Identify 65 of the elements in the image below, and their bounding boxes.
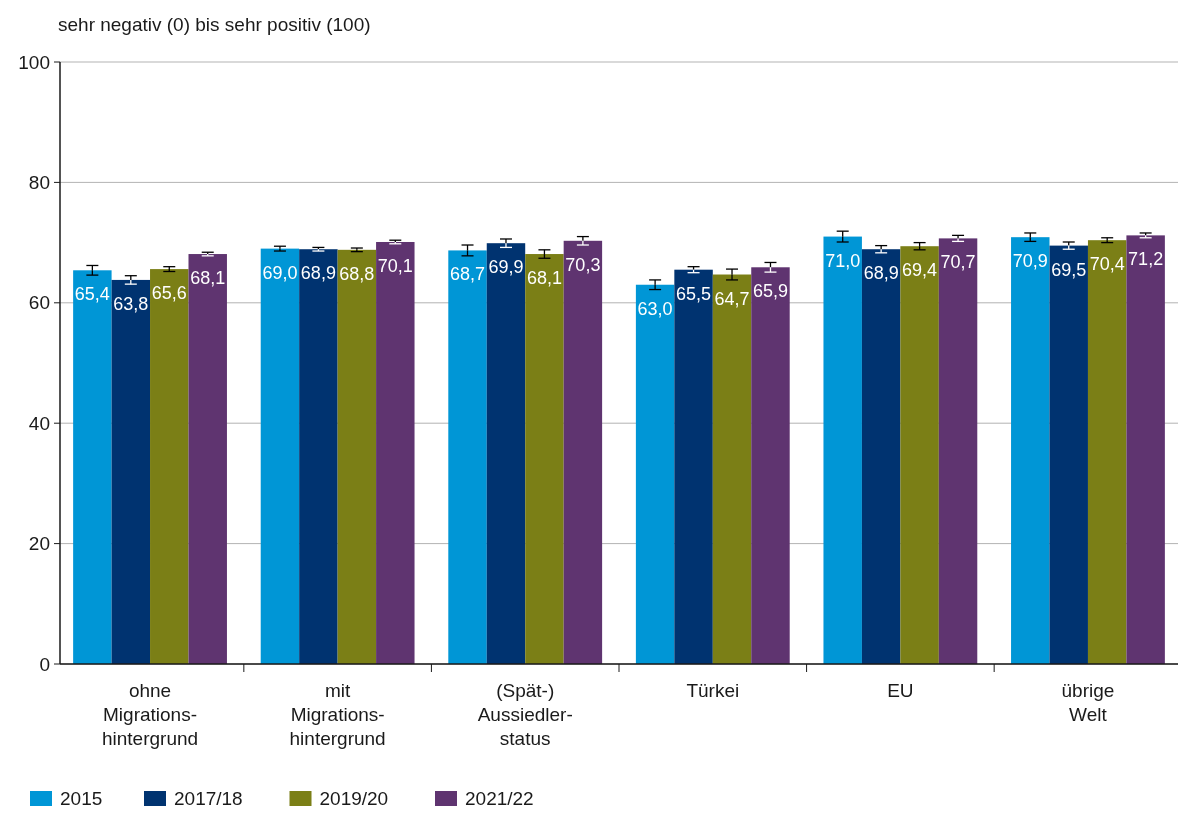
y-tick-label: 40 [28, 412, 50, 434]
bar [1011, 237, 1050, 664]
bar [563, 240, 603, 664]
data-label: 70,7 [940, 252, 976, 273]
y-tick-label: 0 [39, 653, 50, 675]
bar [751, 267, 790, 664]
bar [938, 238, 978, 664]
bar [337, 249, 377, 664]
data-label: 68,1 [526, 268, 562, 289]
bar [1049, 245, 1088, 664]
data-label: 71,0 [825, 250, 861, 271]
bar [861, 249, 901, 664]
data-label: 63,8 [113, 293, 149, 314]
legend-label: 2017/18 [174, 788, 243, 809]
data-label: 64,7 [714, 288, 750, 309]
y-tick-label: 100 [18, 51, 50, 73]
y-tick-label: 60 [28, 292, 50, 314]
x-tick-label: übrige Welt [1061, 680, 1115, 725]
bar [525, 254, 564, 664]
legend-label: 2021/22 [465, 788, 534, 809]
data-label: 70,1 [377, 256, 413, 276]
x-tick-label: EU [887, 680, 914, 701]
y-axis-title: sehr negativ (0) bis sehr positiv (100) [58, 14, 371, 35]
bar [299, 249, 338, 664]
bar [260, 248, 300, 664]
data-label: 70,3 [565, 254, 601, 275]
bar [900, 246, 939, 664]
data-label: 69,0 [262, 262, 298, 283]
bar [674, 269, 713, 664]
bar [1126, 235, 1165, 664]
data-label: 68,9 [863, 263, 899, 284]
x-tick-label: mit Migrations- hintergrund [289, 680, 386, 749]
data-label: 65,9 [752, 281, 788, 302]
data-label: 70,4 [1089, 254, 1125, 275]
bar [1087, 240, 1127, 664]
data-label: 63,0 [637, 298, 673, 319]
bar [73, 270, 112, 664]
bar [486, 243, 526, 664]
data-label: 68,7 [450, 264, 486, 285]
data-label: 68,1 [190, 268, 226, 289]
data-label: 65,4 [74, 284, 110, 305]
x-tick-label: Türkei [686, 680, 740, 701]
bar [448, 250, 487, 664]
bar [376, 242, 415, 664]
bar [111, 279, 151, 664]
data-label: 65,5 [676, 283, 712, 304]
legend-label: 2019/20 [319, 788, 389, 809]
data-label: 65,6 [151, 283, 187, 304]
data-label: 69,5 [1051, 259, 1087, 280]
x-tick-label: ohne Migrations- hintergrund [101, 680, 199, 749]
bar [823, 236, 862, 664]
data-label: 71,2 [1128, 249, 1164, 270]
data-label: 70,9 [1012, 251, 1048, 272]
bar [712, 274, 752, 664]
y-tick-label: 20 [28, 533, 50, 555]
data-label: 69,4 [902, 260, 938, 281]
legend-label: 2015 [60, 788, 103, 809]
bar [150, 269, 189, 664]
data-label: 69,9 [488, 257, 524, 278]
data-label: 68,9 [300, 263, 336, 284]
data-label: 68,8 [339, 263, 375, 284]
bar [188, 254, 227, 664]
y-tick-label: 80 [28, 172, 50, 194]
bar [635, 284, 675, 664]
x-tick-label: (Spät-) Aussiedler- status [477, 680, 573, 749]
